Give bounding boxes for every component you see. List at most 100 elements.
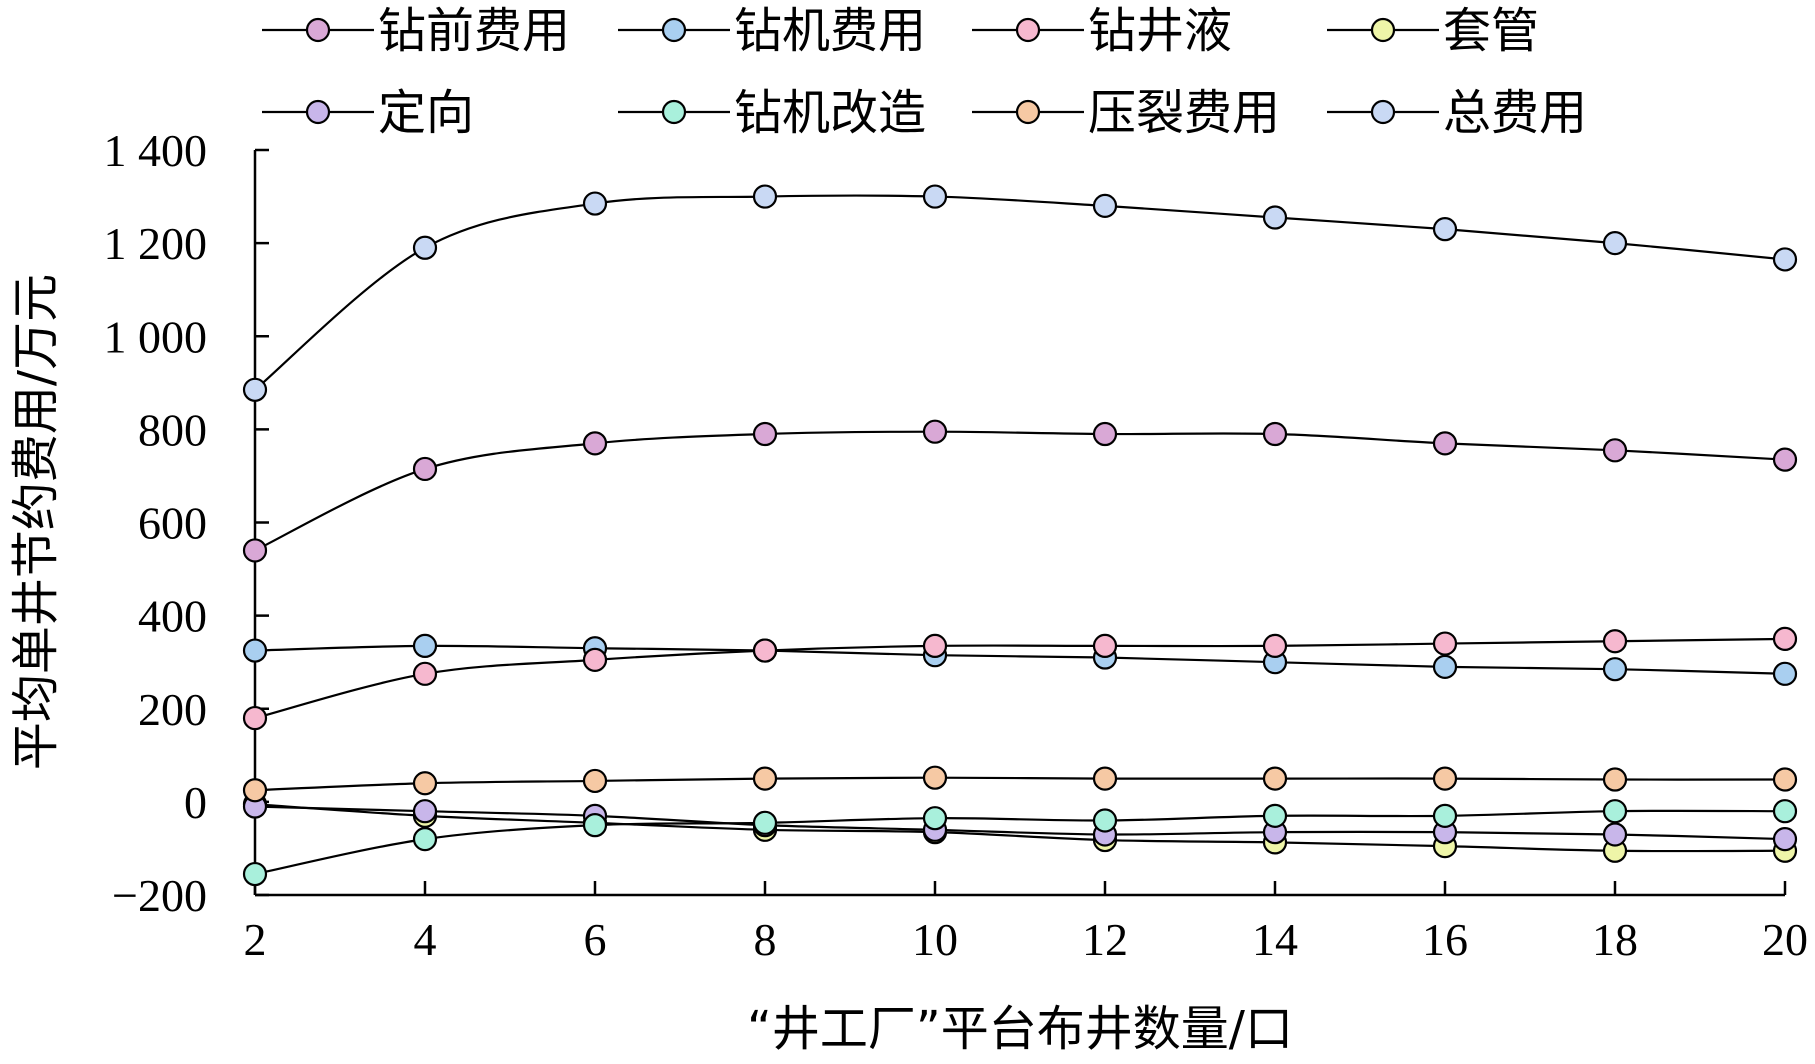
series-line: [254, 805, 1786, 841]
legend-marker: [1370, 17, 1396, 43]
series-4: [242, 792, 1798, 863]
data-point: [412, 661, 438, 686]
legend-item: 压裂费用: [972, 85, 1280, 141]
legend-item: 钻井液: [972, 3, 1232, 59]
y-tick-label: 200: [138, 684, 207, 735]
y-tick-label: 600: [138, 498, 207, 549]
legend-label: 钻前费用: [378, 3, 570, 59]
legend-marker: [305, 99, 331, 125]
series-1: [242, 419, 1798, 563]
x-tick-label: 16: [1422, 914, 1468, 965]
data-point: [1602, 657, 1628, 682]
data-point: [1432, 803, 1458, 828]
x-tick-label: 2: [244, 914, 267, 965]
legend-marker: [661, 99, 687, 125]
data-point: [1432, 431, 1458, 456]
y-ticks: −200 0 200 400 600 800 1 000 1 200 1 400: [104, 125, 269, 921]
legend-label: 套管: [1443, 3, 1539, 59]
data-point: [752, 766, 778, 791]
legend-marker: [1015, 99, 1041, 125]
data-point: [242, 538, 268, 563]
data-point: [412, 827, 438, 852]
data-point: [1432, 217, 1458, 242]
data-point: [1602, 799, 1628, 824]
data-point: [412, 633, 438, 658]
data-point: [1262, 205, 1288, 230]
data-point: [242, 778, 268, 803]
data-point: [412, 771, 438, 796]
data-point: [1262, 633, 1288, 658]
x-tick-label: 12: [1082, 914, 1128, 965]
data-point: [1602, 231, 1628, 256]
legend-item: 定向: [262, 85, 474, 141]
data-point: [922, 419, 948, 444]
data-point: [412, 456, 438, 482]
data-point: [1092, 193, 1118, 218]
legend-marker: [1370, 99, 1396, 125]
legend-label: 压裂费用: [1088, 85, 1280, 141]
data-point: [1772, 447, 1798, 472]
data-point: [412, 235, 438, 260]
y-tick-label: −200: [112, 870, 207, 921]
series-6: [242, 799, 1798, 887]
data-point: [1772, 626, 1798, 652]
data-point: [1092, 766, 1118, 791]
legend-item: 套管: [1327, 3, 1539, 59]
data-point: [1092, 633, 1118, 658]
data-point: [1772, 661, 1798, 686]
series-3: [242, 626, 1798, 731]
data-point: [752, 421, 778, 447]
data-point: [1262, 766, 1288, 791]
legend-item: 钻机费用: [618, 3, 926, 59]
series-line: [254, 803, 1786, 853]
x-tick-label: 6: [584, 914, 607, 965]
series-line: [254, 776, 1786, 792]
data-point: [1602, 438, 1628, 463]
data-point: [242, 638, 268, 663]
data-point: [1602, 629, 1628, 654]
legend-marker: [305, 17, 331, 43]
series-line: [254, 430, 1786, 552]
y-tick-label: 1 000: [104, 311, 208, 362]
y-tick-label: 400: [138, 591, 207, 642]
data-point: [1602, 822, 1628, 847]
x-ticks: 2 4 6 8 10 12 14 16 18 20: [244, 881, 1808, 965]
legend-marker: [661, 17, 687, 43]
data-point: [412, 799, 438, 824]
data-point: [922, 765, 948, 790]
legend-item: 总费用: [1327, 85, 1587, 141]
data-point: [752, 638, 778, 663]
data-point: [582, 431, 608, 456]
legend-label: 钻机费用: [734, 3, 926, 59]
data-point: [752, 184, 778, 209]
data-point: [582, 768, 608, 794]
data-point: [242, 861, 268, 887]
legend-label: 钻井液: [1088, 3, 1232, 59]
data-point: [1772, 247, 1798, 272]
x-tick-label: 20: [1762, 914, 1808, 965]
y-tick-label: 1 200: [104, 218, 208, 269]
data-point: [242, 377, 268, 402]
axes: [253, 150, 1785, 897]
legend-item: 钻机改造: [618, 85, 926, 141]
data-point: [1772, 767, 1798, 792]
x-tick-label: 14: [1252, 914, 1298, 965]
data-point: [242, 705, 268, 731]
series-5: [242, 794, 1798, 852]
y-tick-label: 800: [138, 404, 207, 455]
data-point: [1092, 421, 1118, 447]
legend-label: 钻机改造: [734, 85, 926, 141]
x-tick-label: 4: [414, 914, 437, 965]
data-point: [582, 813, 608, 838]
data-point: [1602, 767, 1628, 792]
data-point: [1432, 654, 1458, 679]
legend-marker: [1015, 17, 1041, 43]
legend-label: 总费用: [1443, 85, 1587, 141]
y-axis-title: 平均单井节约费用/万元: [8, 274, 64, 770]
data-point: [1432, 766, 1458, 791]
x-tick-label: 10: [912, 914, 958, 965]
x-axis-title: “井工厂”平台布井数量/口: [747, 1001, 1293, 1057]
legend-item: 钻前费用: [262, 3, 570, 59]
